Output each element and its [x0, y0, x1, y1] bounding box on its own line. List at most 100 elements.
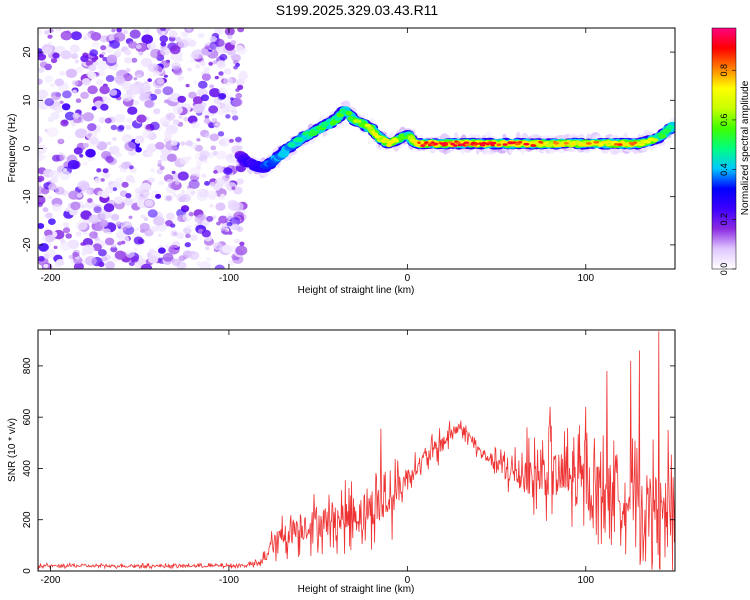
noise-blob — [65, 233, 72, 239]
noise-blob — [123, 197, 133, 206]
noise-blob — [188, 91, 197, 99]
noise-blob — [80, 55, 89, 63]
noise-blob — [216, 150, 227, 160]
ridge-blob — [553, 142, 560, 145]
noise-blob — [91, 41, 100, 48]
noise-blob — [155, 193, 162, 199]
noise-blob — [75, 66, 84, 74]
noise-blob — [105, 156, 114, 163]
snr-line — [38, 331, 675, 571]
noise-blob — [188, 211, 194, 217]
colorbar-ticks: 0.0 0.2 0.4 0.6 0.8 — [719, 64, 736, 275]
noise-blob — [101, 51, 106, 56]
noise-blob — [72, 80, 79, 86]
noise-blob — [48, 218, 56, 225]
noise-blob — [138, 94, 146, 101]
noise-blob — [149, 121, 160, 131]
noise-blob — [178, 115, 183, 119]
noise-blob — [121, 134, 133, 143]
noise-blob — [225, 174, 230, 179]
noise-blob — [211, 118, 218, 123]
noise-blob — [121, 93, 133, 102]
noise-blob — [118, 124, 125, 131]
noise-blob — [229, 217, 241, 226]
x-tick-label: -200 — [40, 273, 60, 284]
noise-blob — [82, 36, 88, 40]
ridge-blob — [600, 140, 607, 145]
noise-blob — [68, 190, 80, 200]
noise-blob — [150, 225, 159, 233]
noise-blob — [82, 112, 95, 122]
noise-blob — [100, 45, 107, 51]
ridge-blob — [444, 143, 449, 146]
noise-blob — [170, 230, 179, 237]
ridge-blob — [345, 110, 353, 116]
noise-blob — [38, 255, 45, 262]
noise-blob — [196, 261, 203, 267]
noise-blob — [218, 215, 228, 224]
noise-blob — [85, 189, 92, 195]
noise-blob — [183, 116, 189, 122]
noise-blob — [165, 212, 175, 220]
noise-blob — [124, 57, 132, 64]
noise-blob — [69, 209, 76, 216]
noise-blob — [195, 64, 201, 69]
noise-blob — [236, 178, 244, 185]
noise-blob — [94, 177, 101, 184]
noise-blob — [117, 241, 122, 246]
noise-blob — [209, 203, 214, 208]
noise-blob — [214, 264, 225, 269]
noise-blob — [209, 84, 215, 89]
noise-blob — [105, 261, 115, 269]
noise-blob — [62, 227, 71, 234]
noise-blob — [233, 65, 239, 70]
noise-blob — [152, 70, 160, 77]
noise-blob — [59, 70, 66, 76]
noise-blob — [153, 216, 165, 226]
noise-blob — [122, 29, 128, 35]
noise-blob — [38, 89, 48, 99]
noise-blob — [218, 93, 227, 100]
noise-blob — [121, 181, 129, 188]
noise-blob — [186, 28, 192, 31]
noise-blob — [59, 100, 64, 105]
noise-blob — [185, 83, 190, 88]
noise-blob — [114, 151, 122, 158]
ridge-blob — [585, 142, 592, 145]
noise-blob — [38, 53, 47, 61]
y-tick-label: 0 — [22, 568, 33, 574]
noise-blob — [189, 234, 198, 241]
noise-blob — [223, 68, 232, 75]
noise-blob — [43, 263, 49, 269]
noise-blob — [142, 129, 154, 139]
noise-blob — [76, 193, 83, 198]
noise-blob — [115, 221, 122, 227]
ridge-blob — [457, 141, 461, 145]
ridge-blob — [539, 141, 544, 144]
ridge-blob — [463, 141, 470, 145]
y-tick-label: 400 — [22, 460, 33, 477]
noise-blob — [204, 70, 210, 74]
noise-blob — [158, 180, 164, 186]
noise-blob — [62, 90, 72, 99]
ridge-blob — [651, 138, 659, 142]
noise-blob — [185, 188, 196, 197]
noise-blob — [206, 257, 211, 262]
noise-blob — [59, 154, 66, 161]
noise-blob — [75, 231, 82, 237]
noise-blob — [141, 34, 153, 44]
noise-blob — [189, 58, 196, 63]
noise-blob — [83, 142, 89, 148]
colorbar-tick-label: 0.8 — [719, 64, 729, 77]
noise-blob — [160, 47, 171, 56]
ridge-blob — [356, 119, 362, 124]
noise-blob — [123, 73, 133, 82]
ridge-blob — [643, 140, 652, 144]
noise-blob — [208, 105, 219, 114]
noise-blob — [231, 223, 240, 231]
noise-blob — [208, 61, 213, 66]
noise-blob — [38, 175, 45, 182]
noise-blob — [85, 148, 96, 158]
noise-blob — [177, 75, 184, 81]
